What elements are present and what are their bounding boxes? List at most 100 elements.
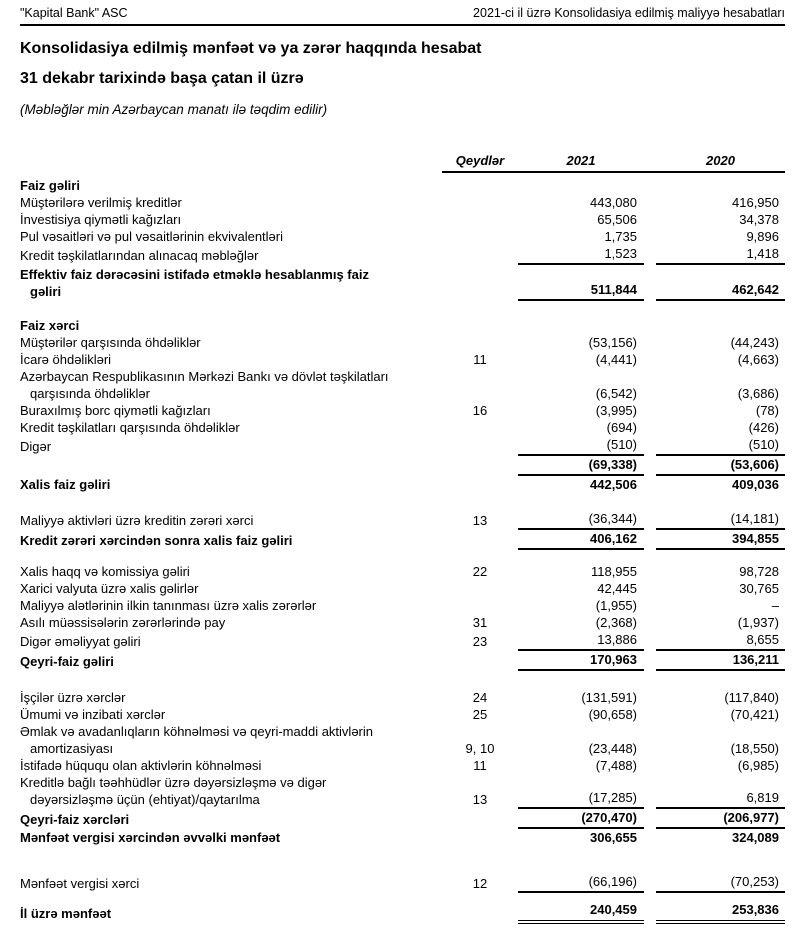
row-gap-cell (644, 455, 656, 475)
row-gap-cell (644, 475, 656, 493)
table-row: Xarici valyuta üzrə xalis gəlirlər 42,44… (20, 580, 785, 597)
row-note (442, 455, 518, 475)
table-row: Faiz xərci (20, 317, 785, 334)
row-note (442, 901, 518, 922)
row-value-2020: (70,253) (656, 873, 785, 893)
row-note: 31 (472, 615, 488, 630)
row-value-2021: (3,995) (595, 403, 637, 418)
row-label-cell: Maliyyə alətlərinin ilkin tanınması üzrə… (20, 597, 442, 614)
table-row: Kredit təşkilatlarından alınacaq məbləğl… (20, 245, 785, 265)
row-value-2021: (2,368) (595, 615, 637, 630)
row-gap-cell (644, 808, 656, 828)
row-value-2021: (1,955) (595, 598, 637, 613)
row-value-2021 (518, 317, 644, 334)
row-gap-cell (644, 614, 656, 631)
table-row: Effektiv faiz dərəcəsini istifadə etməkl… (20, 264, 785, 301)
table-row: Qeyri-faiz xərcləri (270,470) (206,977) (20, 808, 785, 829)
row-value-2021: (90,658) (588, 707, 637, 722)
row-note (442, 211, 518, 228)
row-label-cell: Maliyyə aktivləri üzrə kreditin zərəri x… (20, 510, 442, 529)
row-label: Qeyri-faiz xərcləri (20, 812, 130, 827)
row-note (442, 228, 518, 245)
spacer-row (20, 670, 785, 689)
row-note: 22 (472, 564, 488, 579)
row-label: Effektiv faiz dərəcəsini istifadə etməkl… (20, 267, 369, 282)
row-note: 16 (472, 403, 488, 418)
row-value-2021: (6,542) (595, 386, 637, 401)
spacer-row (20, 300, 785, 317)
table-row: İstifadə hüququ olan aktivlərin köhnəlmə… (20, 757, 785, 774)
row-value-2021: (7,488) (595, 758, 637, 773)
row-gap-cell (644, 436, 656, 455)
table-row: Buraxılmış borc qiymətli kağızları 16 (3… (20, 402, 785, 419)
row-value-2020: 98,728 (739, 564, 779, 579)
spacer-row (20, 549, 785, 563)
row-value-2021: 442,506 (590, 477, 637, 492)
row-note (442, 808, 518, 828)
row-label: İstifadə hüququ olan aktivlərin köhnəlmə… (20, 758, 262, 773)
row-value-2021 (518, 172, 644, 194)
table-row: Pul vəsaitləri və pul vəsaitlərinin ekvi… (20, 228, 785, 245)
row-value-2020: 34,378 (739, 212, 779, 227)
row-label: Ümumi və inzibati xərclər (20, 707, 166, 722)
row-label-line2: amortizasiyası (30, 741, 114, 756)
table-row: Faiz gəliri (20, 172, 785, 194)
row-label-cell: Əmlak və avadanlıqların köhnəlməsi və qe… (20, 723, 442, 757)
table-row: Qeyri-faiz gəliri 170,963 136,211 (20, 650, 785, 671)
row-value-2021: 42,445 (597, 581, 637, 596)
income-statement-table: Qeydlər 2021 2020 Faiz gəliri Müştərilər… (20, 152, 785, 924)
currency-note: (Məbləğlər min Azərbaycan manatı ilə təq… (20, 102, 328, 117)
row-gap-cell (644, 597, 656, 614)
table-row: Müştərilərə verilmiş kreditlər 443,080 4… (20, 194, 785, 211)
row-value-2020: (1,937) (737, 615, 779, 630)
row-value-2021: (4,441) (595, 352, 637, 367)
table-row: Kreditlə bağlı təəhhüdlər üzrə dəyərsizl… (20, 774, 785, 809)
row-value-2020: (14,181) (656, 510, 785, 530)
row-label-cell: İcarə öhdəlikləri (20, 351, 442, 368)
row-label-cell: Asılı müəssisələrin zərərlərində pay (20, 614, 442, 631)
row-label: Kredit təşkilatları qarşısında öhdəliklə… (20, 420, 240, 435)
row-gap-cell (644, 774, 656, 808)
row-note (442, 597, 518, 614)
row-note: 11 (473, 758, 487, 773)
row-value-2021: 306,655 (590, 830, 637, 845)
row-value-2020: (6,985) (737, 758, 779, 773)
row-label: Xarici valyuta üzrə xalis gəlirlər (20, 581, 199, 596)
row-note (442, 650, 518, 670)
row-label-line2: gəliri (30, 284, 62, 299)
row-value-2021: (66,196) (518, 873, 644, 893)
row-label-cell: Xalis haqq və komissiya gəliri (20, 563, 442, 580)
row-note: 24 (472, 690, 488, 705)
row-value-2020: (53,606) (656, 455, 785, 476)
report-name: 2021-ci il üzrə Konsolidasiya edilmiş ma… (473, 6, 785, 20)
row-label-cell: Müştərilərə verilmiş kreditlər (20, 194, 442, 211)
row-label: Pul vəsaitləri və pul vəsaitlərinin ekvi… (20, 229, 284, 244)
row-note: 12 (472, 876, 488, 891)
row-value-2021: (694) (606, 420, 637, 435)
row-value-2020: (3,686) (737, 386, 779, 401)
statement-table-body: Faiz gəliri Müştərilərə verilmiş kreditl… (20, 172, 785, 924)
table-row: Digər (510) (510) (20, 436, 785, 456)
row-label: Mənfəət vergisi xərcindən əvvəlki mənfəə… (20, 830, 281, 845)
row-value-2020: (18,550) (730, 741, 779, 756)
row-label-cell: İşçilər üzrə xərclər (20, 689, 442, 706)
row-note (442, 334, 518, 351)
row-value-2020: 462,642 (656, 264, 785, 301)
row-value-2020: 324,089 (732, 830, 779, 845)
row-note: 13 (472, 792, 488, 807)
row-note: 11 (473, 352, 487, 367)
row-value-2020: (70,421) (730, 707, 779, 722)
row-label-cell: Kredit zərəri xərcindən sonra xalis faiz… (20, 529, 442, 549)
row-value-2020: 30,765 (739, 581, 779, 596)
row-value-2021: 240,459 (518, 901, 644, 924)
table-row: İnvestisiya qiymətli kağızları 65,506 34… (20, 211, 785, 228)
table-row: Xalis haqq və komissiya gəliri 22 118,95… (20, 563, 785, 580)
table-row: Asılı müəssisələrin zərərlərində pay 31 … (20, 614, 785, 631)
row-value-2020: 394,855 (656, 529, 785, 550)
row-value-2020: – (771, 598, 779, 613)
row-note (442, 317, 518, 334)
row-value-2021: (131,591) (581, 690, 637, 705)
row-note (442, 436, 518, 455)
spacer-row (20, 493, 785, 510)
row-value-2020: 416,950 (732, 195, 779, 210)
